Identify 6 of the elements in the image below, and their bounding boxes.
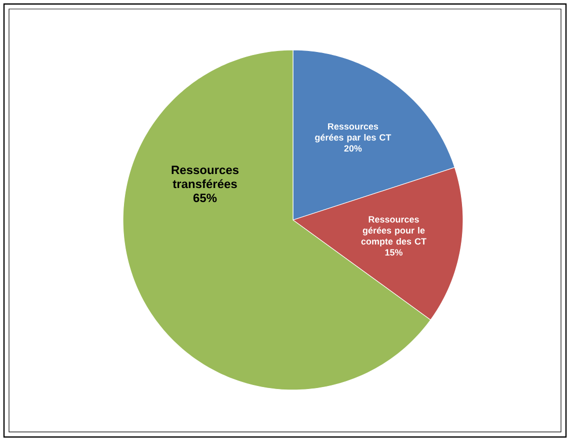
slice-label: Ressources gérées pour le compte des CT — [361, 216, 426, 246]
data-label: 15% — [385, 249, 403, 256]
data-label: 65% — [193, 194, 217, 202]
slice-label: Ressources gérées par les CT — [315, 123, 392, 142]
data-label: 20% — [344, 145, 362, 152]
slice-label: Ressources transférées — [172, 166, 239, 188]
